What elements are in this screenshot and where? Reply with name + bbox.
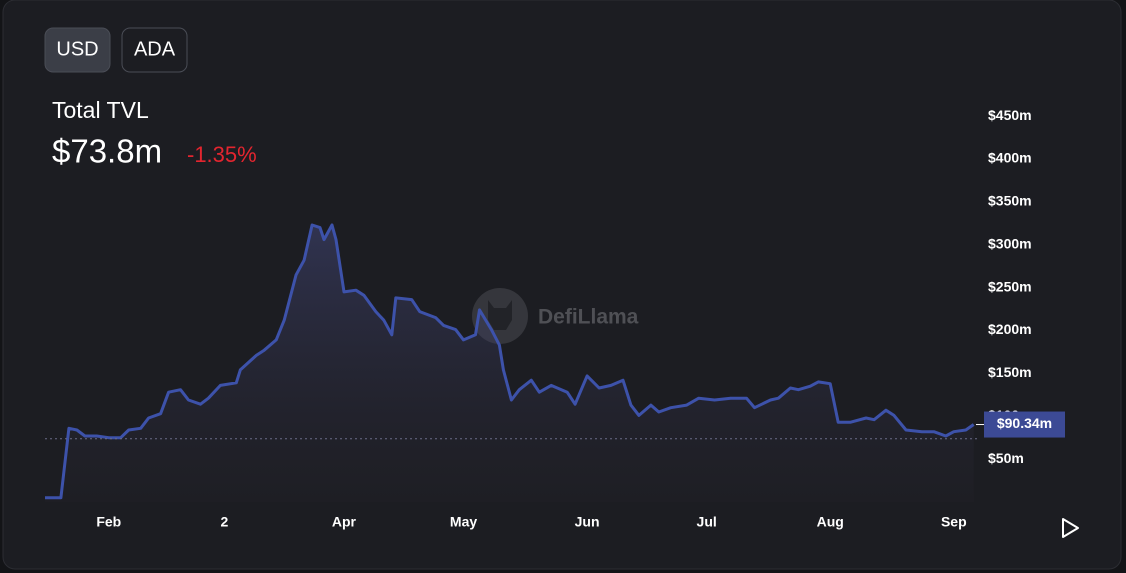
watermark-text: DefiLlama: [538, 306, 639, 329]
x-tick-label: May: [450, 514, 477, 530]
y-tick-label: $150m: [988, 364, 1032, 380]
y-tick-label: $250m: [988, 278, 1032, 294]
ada-button[interactable]: [121, 27, 188, 73]
y-tick-label: $300m: [988, 235, 1032, 251]
usd-button[interactable]: [44, 27, 111, 73]
usd-button-label[interactable]: USD: [56, 38, 98, 60]
y-tick-label: $50m: [988, 450, 1024, 466]
y-tick-label: $450m: [988, 107, 1032, 123]
tvl-change: -1.35%: [187, 142, 257, 167]
x-tick-label: Apr: [332, 514, 357, 530]
watermark-icon: [488, 300, 512, 330]
y-tick-label: $400m: [988, 150, 1032, 166]
x-tick-label: 2: [220, 514, 228, 530]
x-tick-label: Jun: [575, 514, 600, 530]
play-button[interactable]: [1062, 518, 1079, 538]
area-fill: [45, 225, 974, 502]
x-tick-label: Sep: [941, 514, 967, 530]
last-value-label: $90.34m: [997, 415, 1052, 431]
last-value-tag: [984, 411, 1065, 438]
x-tick-label: Aug: [817, 514, 844, 530]
tvl-line: [45, 223, 975, 500]
ada-button-label[interactable]: ADA: [134, 38, 176, 60]
x-tick-label: Feb: [96, 514, 121, 530]
tvl-label: Total TVL: [52, 97, 149, 123]
plot: $50m$100m$150m$200m$250m$300m$350m$400m$…: [45, 107, 1065, 530]
y-tick-label: $350m: [988, 193, 1032, 209]
tvl-value: $73.8m: [52, 133, 162, 170]
x-tick-label: Jul: [697, 514, 717, 530]
y-tick-label: $200m: [988, 321, 1032, 337]
